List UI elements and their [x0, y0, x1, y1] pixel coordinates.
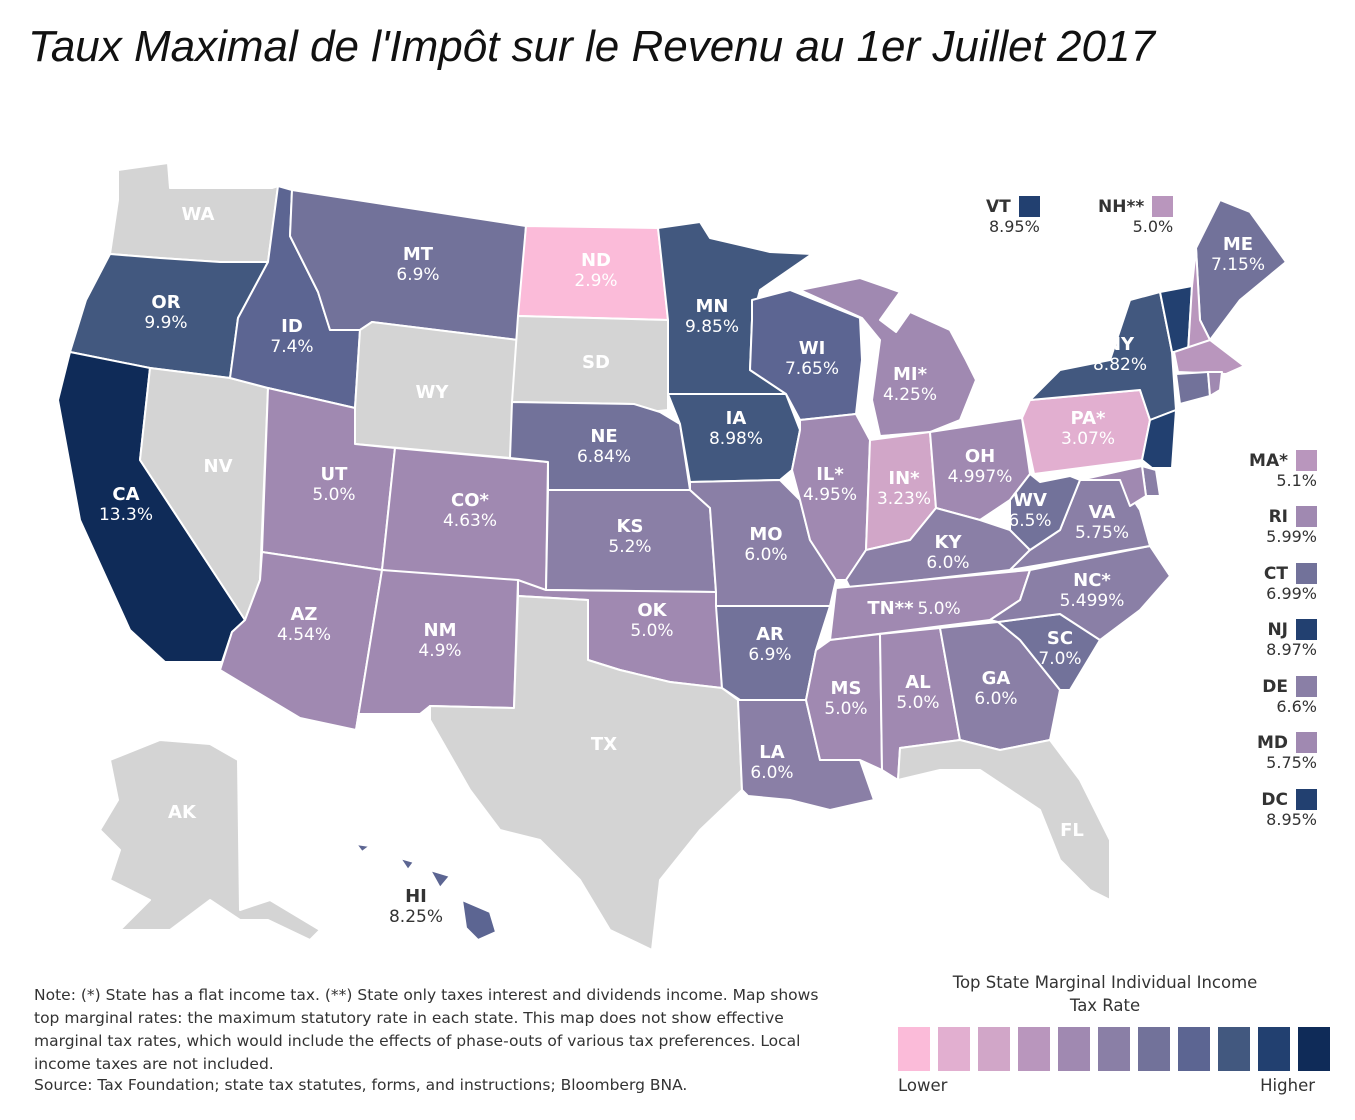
callout-RI-rate: 5.99% [1266, 527, 1317, 546]
state-WA [109, 162, 279, 263]
legend-swatch-3 [978, 1027, 1010, 1071]
callout-CT-swatch [1296, 563, 1317, 584]
state-IA [667, 393, 801, 483]
state-RI [1207, 371, 1223, 397]
state-NJ [1141, 409, 1177, 469]
callout-NJ-swatch [1296, 619, 1317, 640]
legend-high-label: Higher [1260, 1076, 1315, 1095]
state-ME [1195, 199, 1287, 341]
legend-swatch-1 [898, 1027, 930, 1071]
legend-low-label: Lower [898, 1076, 948, 1095]
callout-DC-swatch [1296, 789, 1317, 810]
state-CT [1175, 371, 1211, 405]
callout-VT-rate: 8.95% [988, 217, 1040, 236]
state-NC [989, 545, 1171, 641]
footnote: Note: (*) State has a flat income tax. (… [34, 986, 819, 1073]
state-MA [1173, 339, 1245, 375]
legend-color-scale [898, 1027, 1330, 1071]
callout-CT-abbr: CT [1263, 563, 1288, 584]
legend-swatch-6 [1098, 1027, 1130, 1071]
callout-VT: VT 8.95% [986, 196, 1040, 236]
state-TX [429, 595, 743, 951]
callout-RI-swatch [1296, 506, 1317, 527]
state-MI [799, 277, 977, 437]
legend-swatch-2 [938, 1027, 970, 1071]
callout-MA-rate: 5.1% [1276, 471, 1317, 490]
legend-swatch-5 [1058, 1027, 1090, 1071]
legend-swatch-11 [1298, 1027, 1330, 1071]
state-KS [545, 489, 717, 593]
state-MS [805, 633, 883, 771]
callout-RI-abbr: RI [1268, 506, 1288, 527]
callout-MD-rate: 5.75% [1266, 753, 1317, 772]
state-IL [791, 413, 871, 581]
state-CO [381, 447, 549, 591]
callout-CT-rate: 6.99% [1266, 584, 1317, 603]
callout-CT: CT 6.99% [1264, 563, 1317, 603]
callout-NJ-abbr: NJ [1267, 619, 1288, 640]
legend-title: Top State Marginal Individual Income Tax… [952, 973, 1258, 1015]
callout-NJ: NJ 8.97% [1266, 619, 1317, 659]
callout-RI: RI 5.99% [1266, 506, 1317, 546]
callout-NH-swatch [1152, 196, 1174, 217]
state-AK [99, 739, 321, 941]
state-PA [1021, 389, 1151, 475]
source-line: Source: Tax Foundation; state tax statut… [34, 1076, 688, 1094]
legend-swatch-7 [1138, 1027, 1170, 1071]
legend-swatch-4 [1018, 1027, 1050, 1071]
callout-MA: MA* 5.1% [1249, 450, 1317, 490]
state-WY [354, 321, 519, 459]
state-SD [511, 315, 669, 413]
callout-DE-swatch [1296, 676, 1317, 697]
callout-DE-rate: 6.6% [1276, 697, 1317, 716]
map-title: Taux Maximal de l'Impôt sur le Revenu au… [28, 22, 1155, 71]
callout-MD: MD 5.75% [1257, 732, 1317, 772]
callout-MD-swatch [1296, 732, 1317, 753]
callout-DC-abbr: DC [1261, 789, 1288, 810]
callout-DE: DE 6.6% [1262, 676, 1317, 716]
state-HI [355, 843, 497, 941]
state-MT [289, 189, 527, 341]
callout-DC-rate: 8.95% [1266, 810, 1317, 829]
callout-VT-swatch [1018, 196, 1040, 217]
callout-MA-swatch [1296, 450, 1317, 471]
callout-NJ-rate: 8.97% [1266, 640, 1317, 659]
state-FL [897, 739, 1111, 901]
legend-swatch-10 [1258, 1027, 1290, 1071]
legend-swatch-9 [1218, 1027, 1250, 1071]
callout-NH-rate: 5.0% [1132, 217, 1174, 236]
callout-MD-abbr: MD [1256, 732, 1288, 753]
state-NH [1187, 247, 1211, 353]
callout-VT-abbr: VT [986, 196, 1011, 217]
legend-swatch-8 [1178, 1027, 1210, 1071]
callout-NH: NH** 5.0% [1098, 196, 1174, 236]
state-ND [517, 225, 669, 321]
callout-NH-abbr: NH** [1098, 196, 1145, 217]
state-MD [1079, 465, 1147, 507]
callout-DE-abbr: DE [1262, 676, 1288, 697]
callout-DC: DC 8.95% [1261, 789, 1317, 829]
callout-MA-abbr: MA* [1249, 450, 1288, 471]
